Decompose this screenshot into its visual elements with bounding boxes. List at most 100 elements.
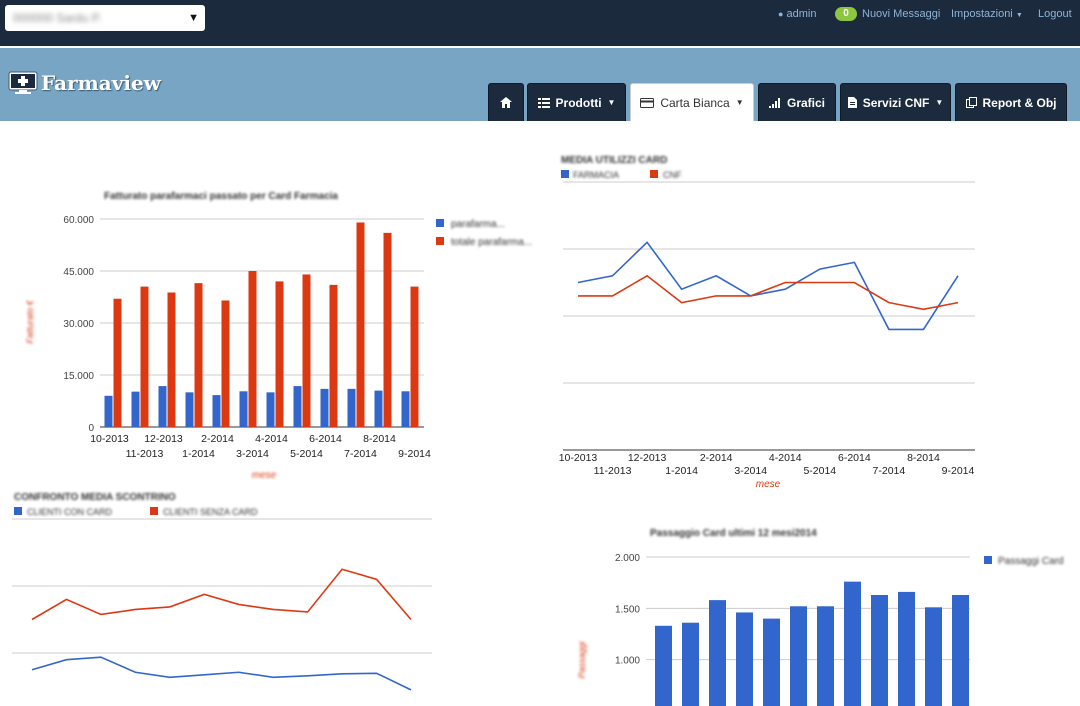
x-tick-label: 5-2014 [290, 448, 323, 460]
x-tick-label: 1-2014 [665, 465, 698, 477]
legend-swatch [984, 556, 992, 564]
x-tick-label: 12-2013 [628, 452, 667, 464]
bar [248, 271, 257, 427]
caret-down-icon: ▼ [607, 98, 616, 107]
bar [844, 581, 861, 706]
card-icon [640, 97, 655, 108]
tab-home[interactable] [488, 83, 524, 121]
x-tick-label: 8-2014 [363, 433, 396, 445]
x-tick-label: 6-2014 [838, 452, 871, 464]
x-tick-label: 2-2014 [700, 452, 733, 464]
tab-servizi-cnf[interactable]: Servizi CNF ▼ [840, 83, 951, 121]
bar [401, 391, 410, 427]
document-icon [847, 97, 857, 108]
tab-label: Grafici [786, 95, 825, 110]
bar [790, 606, 807, 706]
bar [266, 392, 275, 427]
y-tick-label: 2.000 [615, 553, 640, 564]
user-icon: ● [778, 9, 784, 19]
chart1-legend-2: totale parafarma... [451, 237, 532, 248]
y-tick-label: 1.000 [615, 656, 640, 667]
bar [356, 222, 365, 427]
x-tick-label: 2-2014 [201, 433, 234, 445]
x-tick-label: 9-2014 [398, 448, 431, 460]
bar [374, 390, 383, 427]
chart2-legend-2: CNF [663, 170, 682, 180]
store-select-value: 000000 Sardu P. [13, 11, 102, 25]
legend-swatch [436, 237, 444, 245]
tab-label: Prodotti [555, 95, 602, 110]
series-line [577, 241, 959, 331]
caret-down-icon: ▼ [735, 98, 744, 107]
x-tick-label: 4-2014 [255, 433, 288, 445]
x-tick-label: 11-2013 [126, 448, 164, 460]
legend-swatch [14, 507, 22, 515]
tab-report-obj[interactable]: Report & Obj [955, 83, 1067, 121]
bar [158, 386, 167, 427]
signal-icon [768, 97, 780, 108]
x-tick-label: 7-2014 [344, 448, 377, 460]
monitor-cross-icon [8, 71, 38, 94]
y-tick-label: 0 [88, 423, 94, 434]
tab-prodotti[interactable]: Prodotti ▼ [527, 83, 626, 121]
bar [817, 606, 834, 706]
chart1-xlabel: mese [252, 470, 277, 481]
bar [194, 283, 203, 427]
settings-label: Impostazioni [951, 8, 1013, 20]
legend-swatch [650, 170, 658, 178]
legend-swatch [150, 507, 158, 515]
x-tick-label: 1-2014 [182, 448, 215, 460]
bar [709, 600, 726, 706]
chart3-title: CONFRONTO MEDIA SCONTRINO [14, 492, 176, 503]
bar [383, 232, 392, 427]
bar [167, 292, 176, 427]
series-line [578, 274, 959, 311]
bar [293, 386, 302, 427]
user-name: admin [786, 8, 817, 20]
tab-label: Servizi CNF [862, 95, 930, 110]
chart2-legend-1: FARMACIA [573, 170, 619, 180]
messages-badge[interactable]: 0 [835, 7, 857, 21]
bar [302, 274, 311, 427]
bar [871, 594, 888, 706]
caret-down-icon: ▼ [935, 98, 944, 107]
settings-menu[interactable]: Impostazioni ▼ [951, 8, 1023, 20]
x-tick-label: 6-2014 [309, 433, 342, 445]
x-tick-label: 5-2014 [803, 465, 836, 477]
chart3-legend-2: CLIENTI SENZA CARD [163, 507, 258, 517]
chart4-ylabel: Passaggi [577, 640, 587, 678]
bar [410, 286, 419, 427]
bar [113, 298, 122, 427]
grid-icon [537, 97, 550, 108]
x-tick-label: 3-2014 [734, 465, 767, 477]
bar [239, 391, 248, 427]
bar [212, 395, 221, 427]
bar [925, 607, 942, 706]
y-tick-label: 15.000 [63, 371, 94, 382]
bar [140, 286, 149, 427]
caret-down-icon: ▼ [1015, 12, 1023, 19]
chart4-legend-1: Passaggi Card [998, 556, 1064, 567]
tab-label: Report & Obj [982, 95, 1057, 110]
chart1-ylabel: Fatturato € [25, 299, 35, 344]
bar [952, 594, 969, 706]
y-tick-label: 45.000 [63, 267, 94, 278]
bar [655, 625, 672, 706]
y-tick-label: 30.000 [63, 319, 94, 330]
bar [320, 388, 329, 427]
bar [763, 618, 780, 706]
chart1-legend-1: parafarma... [451, 219, 505, 230]
user-link[interactable]: ● admin [778, 8, 816, 20]
copy-icon [965, 97, 977, 108]
logout-link[interactable]: Logout [1038, 8, 1072, 20]
series-line [31, 656, 412, 691]
legend-swatch [561, 170, 569, 178]
bar [185, 392, 194, 427]
series-line [31, 568, 412, 621]
tab-carta-bianca[interactable]: Carta Bianca ▼ [630, 83, 754, 121]
tab-grafici[interactable]: Grafici [758, 83, 836, 121]
legend-swatch [436, 219, 444, 227]
top-navbar: 000000 Sardu P. ▼ ● admin 0 Nuovi Messag… [0, 0, 1080, 46]
store-select[interactable]: 000000 Sardu P. ▼ [5, 5, 205, 31]
messages-link[interactable]: Nuovi Messaggi [862, 8, 941, 20]
